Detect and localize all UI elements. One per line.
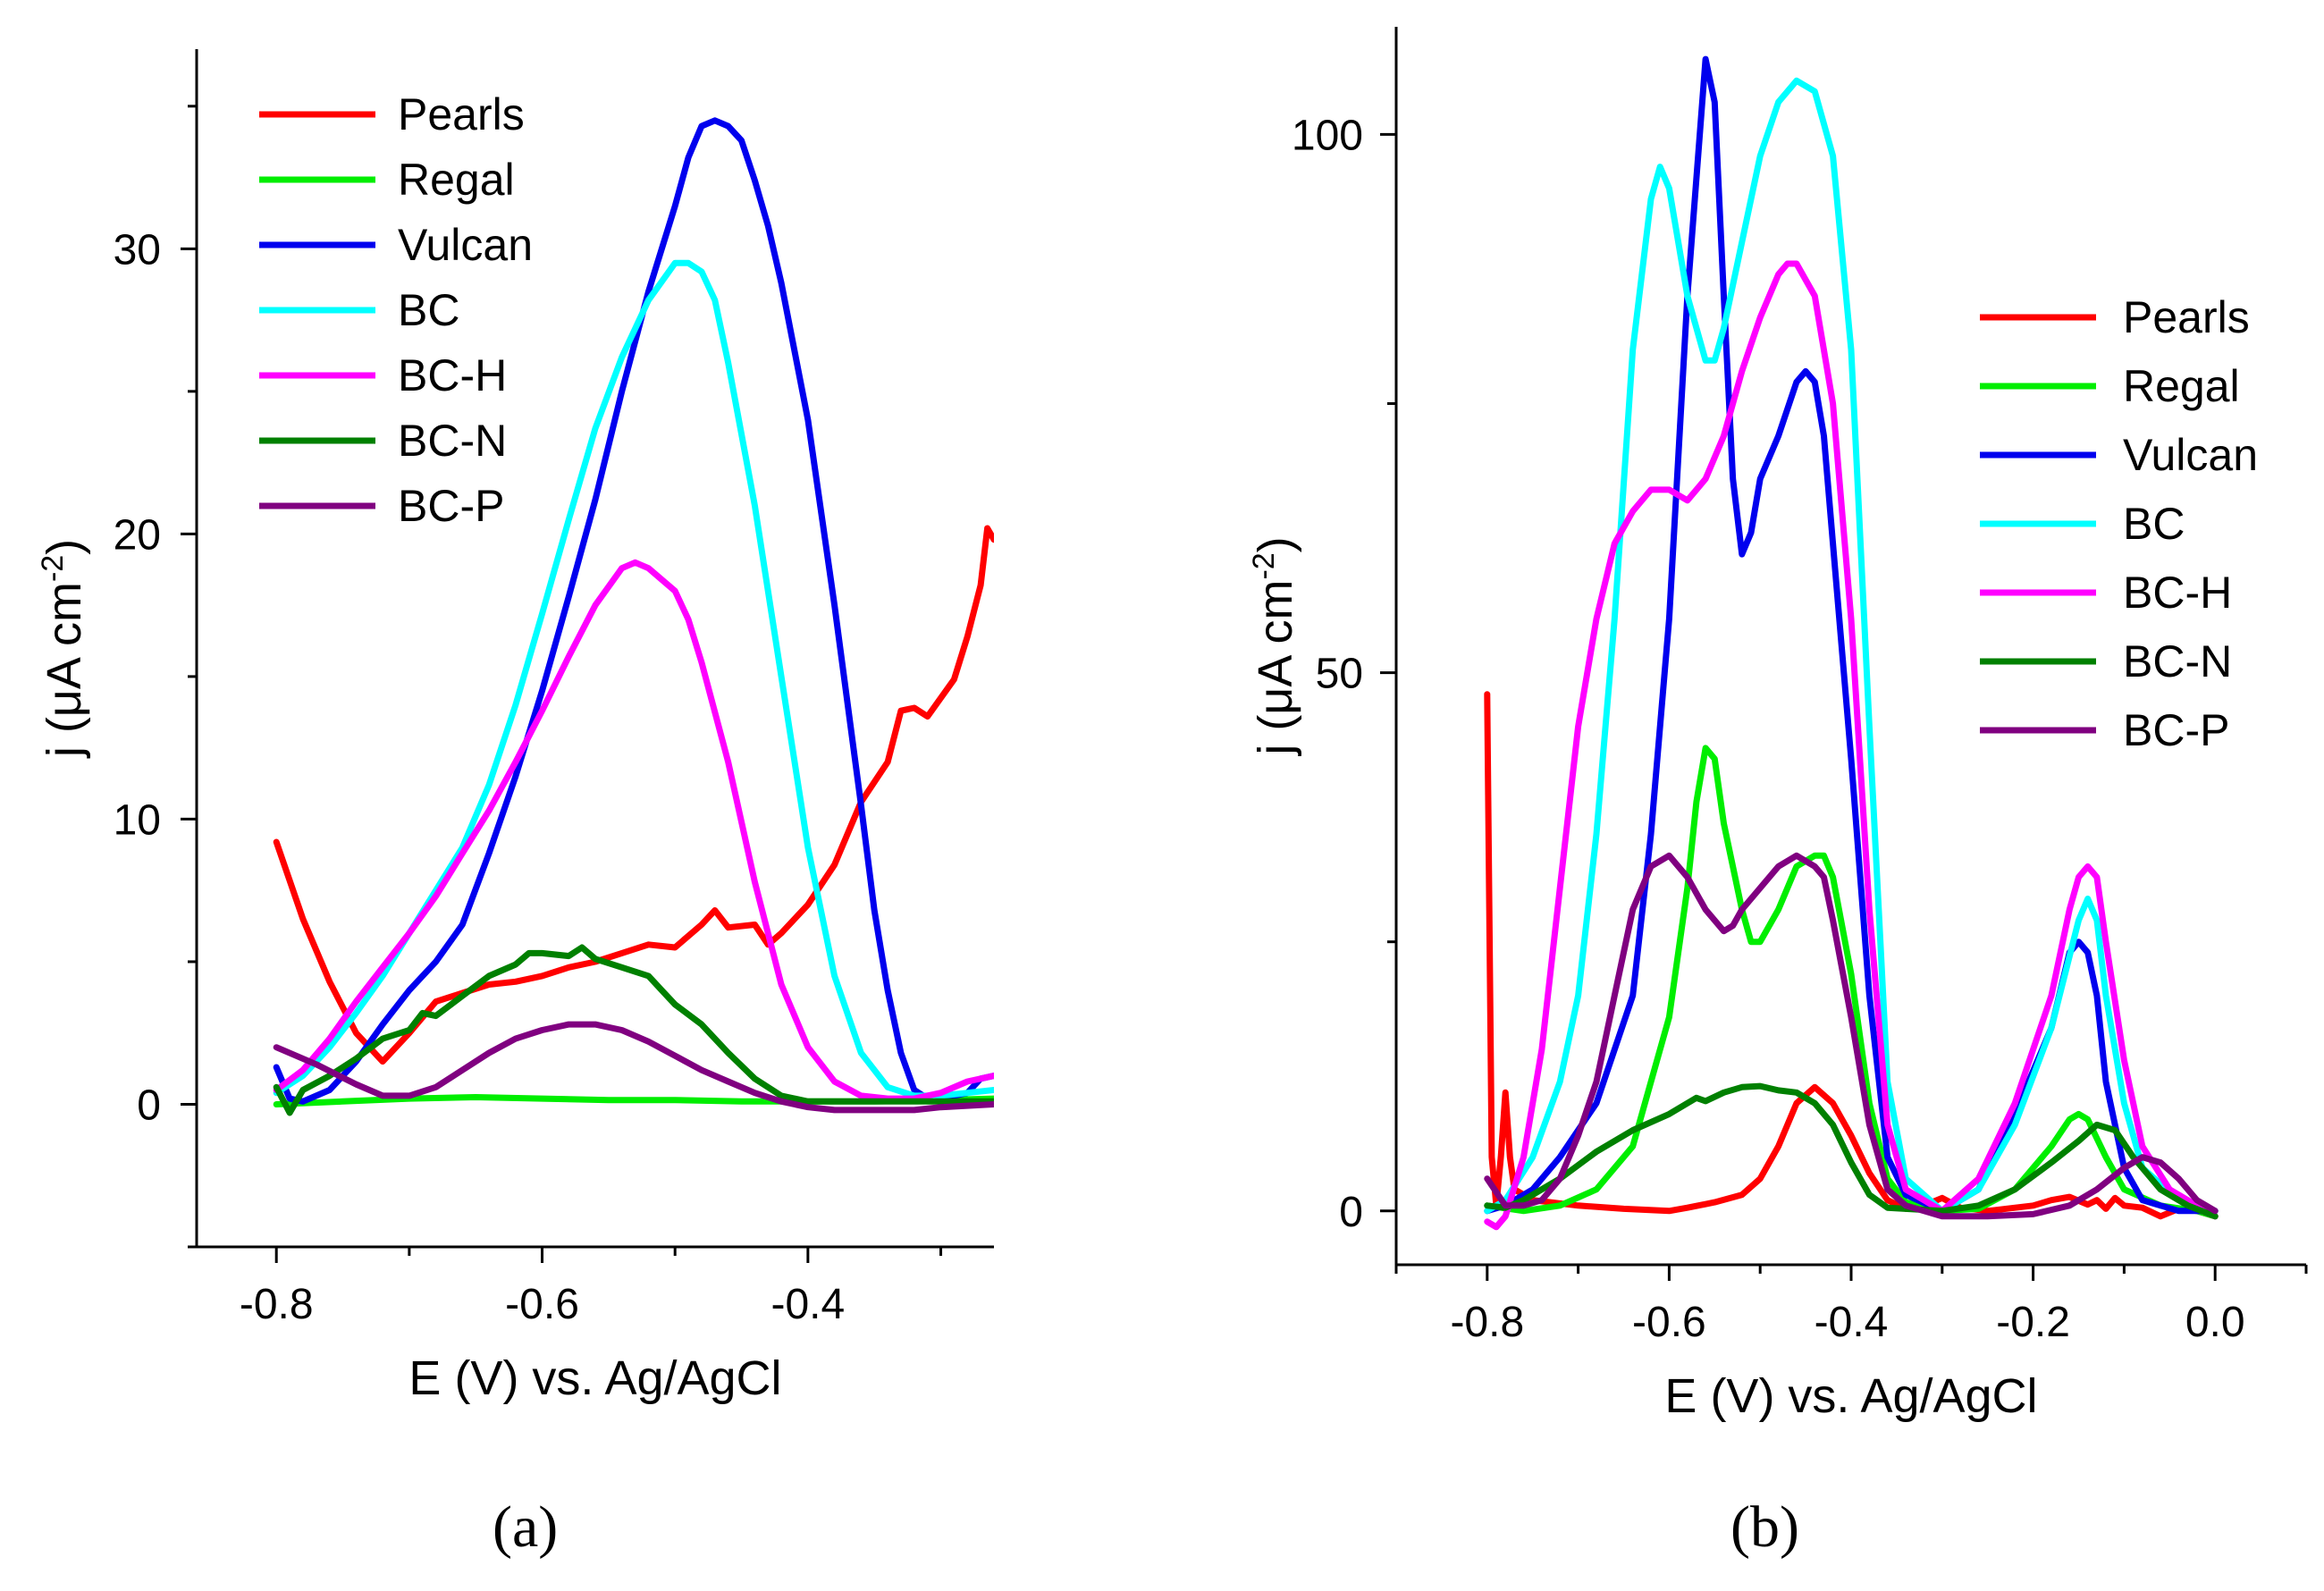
series-line-bc-n bbox=[1484, 1082, 2219, 1220]
series-line-bc-h bbox=[1484, 260, 2219, 1231]
series-group bbox=[1484, 55, 2219, 1231]
legend-label: BC-N bbox=[398, 416, 507, 466]
x-axis-title: E (V) vs. Ag/AgCl bbox=[1664, 1369, 2037, 1423]
x-tick-label: -0.2 bbox=[1996, 1299, 2070, 1346]
legend-label: BC-P bbox=[398, 481, 504, 531]
x-tick-label: -0.6 bbox=[1632, 1299, 1706, 1346]
legend-label: BC bbox=[398, 285, 459, 335]
y-tick-label: 0 bbox=[137, 1082, 161, 1129]
panel-label: (b) bbox=[1730, 1494, 1799, 1560]
series-line-vulcan bbox=[1484, 55, 2219, 1215]
series-line-regal bbox=[1484, 745, 2219, 1220]
x-tick-label: -0.4 bbox=[771, 1281, 846, 1328]
x-tick-label: -0.6 bbox=[505, 1281, 579, 1328]
legend: Pearls Regal Vulcan BC BC-H BC-N BC-P bbox=[259, 89, 533, 531]
legend-label: BC-N bbox=[2123, 636, 2232, 686]
y-tick-label: 100 bbox=[1292, 112, 1363, 159]
x-tick-label: -0.8 bbox=[240, 1281, 314, 1328]
y-axis-title: j (μA cm-2) bbox=[1247, 536, 1302, 756]
y-tick-label: 10 bbox=[114, 796, 161, 844]
legend-label: BC-H bbox=[2123, 568, 2232, 618]
legend-label: BC-P bbox=[2123, 705, 2229, 755]
legend-label: BC-H bbox=[398, 350, 507, 400]
series-line-bc-n bbox=[273, 944, 994, 1116]
x-tick-label: -0.8 bbox=[1450, 1299, 1524, 1346]
series-line-vulcan bbox=[273, 117, 994, 1105]
legend-label: Regal bbox=[2123, 361, 2240, 411]
chart-panel-a: -0.8 -0.6 -0.4 0 10 20 30 E (V) vs. Ag/AgCl j (μ… bbox=[36, 49, 994, 1560]
series-line-bc-h bbox=[273, 559, 994, 1102]
panel-label: (a) bbox=[493, 1494, 558, 1560]
legend-label: Vulcan bbox=[2123, 430, 2258, 480]
y-tick-label: 50 bbox=[1316, 651, 1363, 698]
legend-label: Pearls bbox=[2123, 292, 2250, 342]
legend-label: Pearls bbox=[398, 89, 525, 139]
chart-panel-b: -0.8 -0.6 -0.4 -0.2 0.0 0 50 100 E (V) vs. Ag/Ag… bbox=[1247, 27, 2308, 1560]
y-tick-label: 0 bbox=[1339, 1189, 1363, 1236]
y-tick-label: 30 bbox=[114, 226, 161, 274]
series-line-bc-p bbox=[1484, 852, 2219, 1220]
series-group bbox=[273, 117, 994, 1116]
y-tick-label: 20 bbox=[114, 511, 161, 559]
legend: Pearls Regal Vulcan BC BC-H BC-N BC-P bbox=[1980, 292, 2258, 755]
series-line-bc bbox=[1484, 77, 2219, 1215]
y-axis-title: j (μA cm-2) bbox=[36, 539, 91, 759]
series-line-bc-p bbox=[273, 1021, 994, 1114]
x-tick-label: -0.4 bbox=[1815, 1299, 1889, 1346]
legend-label: Regal bbox=[398, 155, 515, 205]
legend-label: BC bbox=[2123, 499, 2185, 549]
x-tick-label: 0.0 bbox=[2185, 1299, 2245, 1346]
x-axis-title: E (V) vs. Ag/AgCl bbox=[408, 1351, 781, 1405]
legend-label: Vulcan bbox=[398, 220, 533, 270]
